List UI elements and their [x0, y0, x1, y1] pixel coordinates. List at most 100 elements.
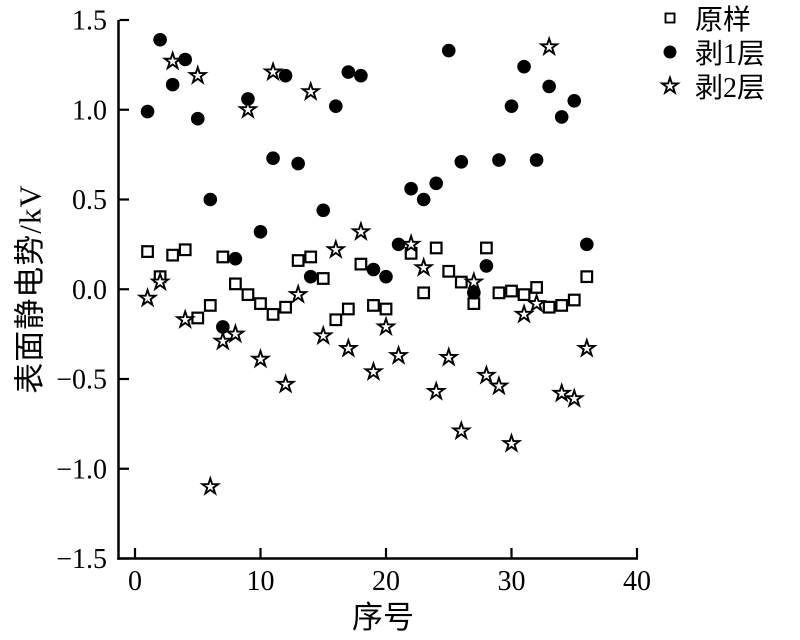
legend-item-peel1: 剥1层: [650, 35, 766, 70]
open-star-point: [237, 98, 259, 119]
open-star-point: [174, 308, 196, 329]
open-star-point: [136, 286, 159, 308]
filled-circle-point: [379, 269, 393, 284]
open-square-icon: [650, 6, 690, 30]
open-square-point: [341, 302, 355, 316]
open-star-point: [249, 347, 272, 369]
x-tick-label: 40: [623, 566, 651, 597]
open-square-point: [216, 250, 230, 264]
open-square-point: [354, 257, 368, 271]
filled-circle-point: [504, 99, 519, 113]
open-square-point: [580, 270, 594, 284]
open-star-point: [325, 238, 347, 259]
legend-label-original: 原样: [695, 5, 752, 36]
filled-circle-point: [329, 99, 343, 113]
x-tick-label: 30: [498, 566, 526, 597]
filled-circle-point: [266, 151, 280, 166]
open-star-point: [463, 270, 485, 292]
filled-circle-point: [316, 203, 331, 218]
open-star-point: [287, 283, 309, 304]
filled-circle-point: [140, 104, 155, 119]
open-square-point: [505, 284, 518, 298]
open-star-point: [400, 233, 422, 254]
open-square-point: [492, 286, 506, 300]
open-square-glyph: [664, 12, 676, 24]
filled-circle-point: [429, 176, 444, 191]
filled-circle-point: [341, 65, 356, 79]
filled-circle-point: [228, 251, 243, 266]
filled-circle-point: [454, 155, 469, 169]
open-square-point: [467, 297, 481, 311]
open-square-legend-marker: [664, 12, 676, 24]
y-tick-label: −0.5: [56, 365, 107, 396]
open-star-point: [488, 374, 510, 396]
filled-circle-point: [190, 111, 205, 126]
open-star-point: [412, 256, 435, 277]
filled-circle-point: [580, 237, 594, 252]
open-square-point: [266, 307, 280, 321]
y-tick-label: 0.0: [72, 275, 107, 306]
filled-circle-point: [416, 192, 431, 207]
filled-circle-point: [492, 153, 506, 167]
open-square-point: [166, 248, 180, 262]
open-star-glyph: [659, 74, 681, 96]
open-star-point: [450, 419, 473, 441]
open-square-point: [279, 300, 292, 314]
open-square-point: [367, 299, 380, 312]
filled-circle-point: [366, 262, 381, 277]
open-square-point: [329, 313, 343, 327]
open-star-point: [350, 220, 372, 241]
open-star-icon: [650, 74, 690, 98]
y-tick-label: 1.5: [72, 6, 107, 37]
y-tick-label: −1.0: [56, 454, 107, 485]
legend: 原样 剥1层 剥2层: [650, 1, 766, 104]
filled-circle-point: [303, 269, 318, 284]
legend-label-peel1: 剥1层: [695, 39, 766, 70]
open-star-point: [538, 35, 560, 57]
open-square-point: [555, 299, 569, 312]
open-star-point: [500, 432, 523, 453]
open-square-point: [291, 254, 305, 267]
open-star-point: [375, 315, 397, 337]
open-square-point: [203, 299, 217, 312]
open-square-point: [304, 250, 318, 264]
open-square-point: [454, 275, 468, 289]
filled-circle-point: [153, 32, 167, 47]
open-star-point: [161, 49, 184, 71]
open-star-point: [312, 324, 335, 346]
open-square-point: [517, 288, 531, 302]
open-square-point: [542, 300, 556, 314]
filled-circle-point: [441, 43, 456, 58]
open-square-point: [379, 302, 393, 316]
legend-label-peel2: 剥2层: [695, 73, 766, 104]
x-tick-label: 10: [247, 566, 275, 597]
open-square-point: [442, 264, 456, 278]
filled-circle-point: [178, 52, 192, 67]
open-star-point: [576, 337, 598, 358]
open-star-point: [212, 329, 234, 351]
open-square-point: [530, 281, 543, 294]
filled-circle-glyph: [663, 45, 677, 59]
x-axis-title: 序号: [352, 600, 414, 635]
open-square-point: [241, 288, 255, 302]
y-tick-label: −1.5: [56, 544, 107, 575]
filled-circle-legend-marker: [663, 45, 677, 59]
y-axis-title: 表面静电势/kV: [12, 184, 48, 394]
filled-circle-point: [517, 59, 531, 74]
filled-circle-point: [529, 153, 544, 167]
open-star-point: [513, 303, 535, 324]
filled-circle-point: [354, 68, 368, 83]
open-star-point: [362, 360, 385, 381]
filled-circle-point: [567, 93, 582, 108]
open-star-point: [475, 364, 498, 385]
filled-circle-point: [291, 156, 305, 171]
filled-circle-point: [467, 286, 481, 300]
open-star-point: [525, 292, 548, 313]
filled-circle-point: [253, 225, 268, 239]
filled-circle-point: [404, 181, 418, 196]
open-square-point: [417, 286, 431, 300]
open-star-point: [550, 382, 573, 403]
x-tick-label: 20: [372, 566, 400, 597]
open-square-point: [229, 277, 242, 291]
